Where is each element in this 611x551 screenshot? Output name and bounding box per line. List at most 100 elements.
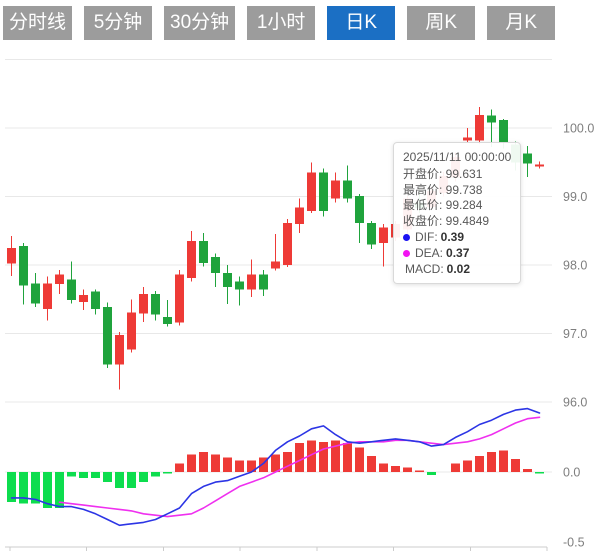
candle-body <box>163 317 172 324</box>
candle-body <box>259 274 268 290</box>
macd-bar <box>475 456 484 472</box>
macd-bar <box>415 470 424 472</box>
macd-bar <box>19 472 28 504</box>
tooltip-row: 开盘价: 99.631 <box>403 166 483 181</box>
macd-bar <box>487 451 496 472</box>
candle-body <box>43 283 52 309</box>
macd-bar <box>331 440 340 472</box>
macd-bar <box>43 472 52 508</box>
macd-bar <box>7 472 16 503</box>
candle-body <box>295 207 304 224</box>
macd-bar <box>535 472 544 474</box>
dif-bullet-icon <box>403 234 410 242</box>
macd-bar <box>67 472 76 477</box>
candle-body <box>475 114 484 141</box>
candle-body <box>211 256 220 274</box>
macd-bar <box>127 472 136 488</box>
candle-body <box>535 164 544 167</box>
tab-bar: 分时线 5分钟 30分钟 1小时 日K 周K 月K <box>3 6 556 40</box>
candle-body <box>67 279 76 300</box>
candle-body <box>499 119 508 143</box>
candle-body <box>331 180 340 199</box>
candle-body <box>19 245 28 286</box>
candle-body <box>175 274 184 323</box>
macd-bar <box>91 472 100 478</box>
macd-bar <box>211 454 220 472</box>
candle-body <box>463 137 472 141</box>
dea-line <box>58 416 541 518</box>
price-axis-label: 100.0 <box>563 122 594 136</box>
tooltip-row: 收盘价: 99.4849 <box>403 214 490 229</box>
price-axis-labels: 100.0 99.0 98.0 97.0 96.0 <box>563 122 594 410</box>
tab-weekly-k[interactable]: 周K <box>407 6 476 40</box>
candle-body <box>271 261 280 269</box>
macd-bar <box>55 472 64 508</box>
candle-body <box>343 180 352 199</box>
macd-bar <box>355 447 364 472</box>
tooltip-indicator-row: DIF: 0.39 <box>403 230 511 246</box>
candle-body <box>307 172 316 211</box>
candle-body <box>379 227 388 244</box>
candle-body <box>127 312 136 350</box>
tooltip-date: 2025/11/11 00:00:00 <box>403 150 512 164</box>
tooltip-indicator-rows: DIF: 0.39 DEA: 0.37 MACD: 0.02 <box>403 230 511 277</box>
x-axis <box>5 546 548 551</box>
macd-bar <box>223 457 232 472</box>
candle-body <box>115 334 124 365</box>
tab-5min[interactable]: 5分钟 <box>84 6 153 40</box>
dea-bullet-icon <box>403 250 410 258</box>
tab-1hour[interactable]: 1小时 <box>247 6 316 40</box>
tab-timeline[interactable]: 分时线 <box>3 6 73 40</box>
tooltip-indicator-row: MACD: 0.02 <box>405 261 471 276</box>
macd-bar <box>103 472 112 483</box>
candle-body <box>103 306 112 365</box>
candle-body <box>487 115 496 123</box>
macd-bar <box>403 467 412 472</box>
candle-body <box>139 293 148 314</box>
candle-body <box>55 274 64 285</box>
macd-bar <box>187 454 196 472</box>
candle-body <box>31 283 40 304</box>
macd-bar <box>139 472 148 483</box>
tab-30min[interactable]: 30分钟 <box>164 6 236 40</box>
macd-bar <box>271 454 280 472</box>
candle-body <box>283 223 292 265</box>
macd-bar <box>451 463 460 472</box>
candle-body <box>199 241 208 263</box>
dif-line <box>10 407 541 527</box>
tab-monthly-k[interactable]: 月K <box>487 6 556 40</box>
macd-bar <box>235 460 244 472</box>
candle-body <box>247 274 256 290</box>
candle-body <box>223 273 232 287</box>
macd-bar <box>463 460 472 472</box>
macd-bar <box>379 463 388 472</box>
macd-bar <box>199 451 208 472</box>
price-axis-label: 98.0 <box>563 259 587 273</box>
macd-bar <box>259 457 268 472</box>
macd-bar <box>343 443 352 472</box>
macd-bar <box>427 472 436 475</box>
macd-bar <box>307 440 316 472</box>
macd-bar <box>247 460 256 472</box>
candle-body <box>355 195 364 224</box>
macd-bar <box>523 469 532 472</box>
macd-axis-label: 0.0 <box>563 466 580 480</box>
tooltip-row: 最低价: 99.284 <box>403 198 483 213</box>
macd-bar <box>511 459 520 472</box>
macd-axis-label: -0.5 <box>563 536 585 550</box>
candle-body <box>91 291 100 309</box>
macd-bar <box>283 451 292 472</box>
macd-bar <box>115 472 124 488</box>
macd-bar <box>367 456 376 472</box>
macd-bar <box>151 472 160 477</box>
price-axis-label: 96.0 <box>563 396 587 410</box>
price-axis-label: 97.0 <box>563 327 587 341</box>
macd-bar <box>319 441 328 472</box>
macd-bar <box>79 472 88 478</box>
candle-body <box>79 295 88 302</box>
tooltip-indicator-row: DEA: 0.37 <box>403 246 511 262</box>
candle-body <box>151 293 160 315</box>
macd-histogram <box>7 440 544 508</box>
price-axis-label: 99.0 <box>563 190 587 204</box>
tab-daily-k[interactable]: 日K <box>327 6 396 40</box>
